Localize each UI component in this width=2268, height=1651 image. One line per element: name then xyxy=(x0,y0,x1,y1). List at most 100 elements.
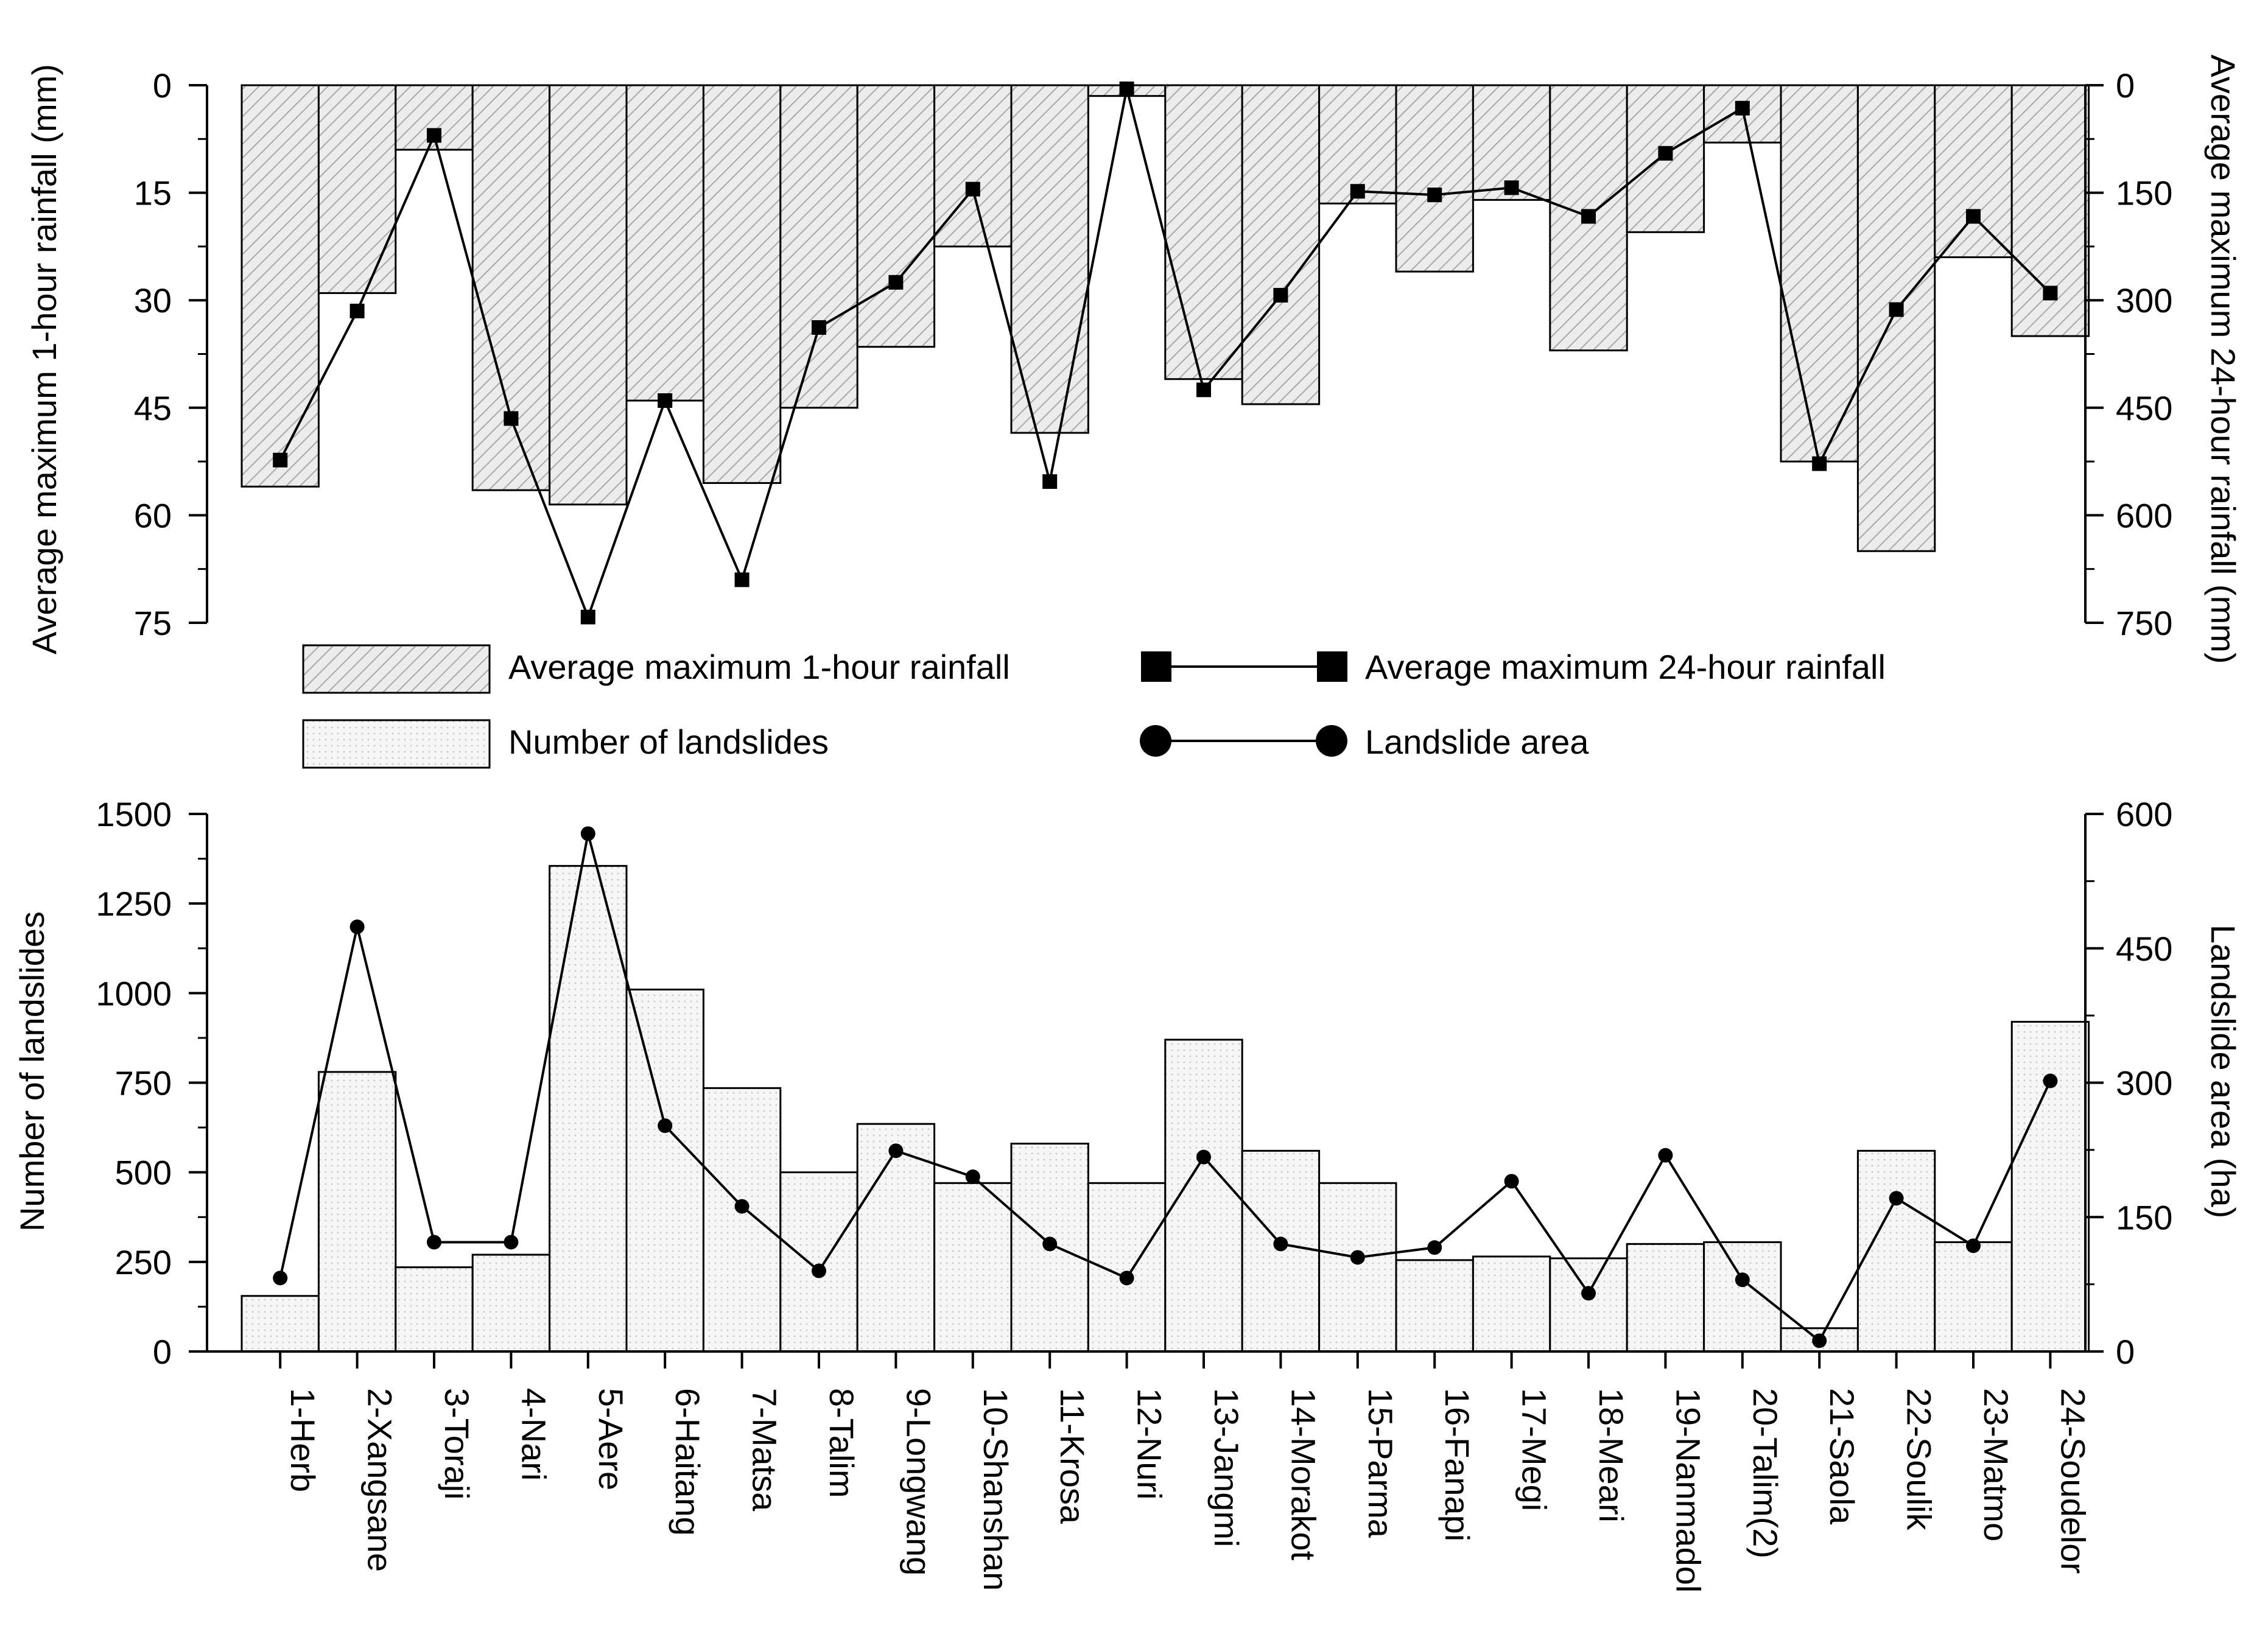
rainfall-right-tick-label: 750 xyxy=(2116,604,2172,642)
marker-24h-rainfall-9-longwang xyxy=(888,275,904,290)
category-label-22-soulik: 22-Soulik xyxy=(1900,1388,1939,1530)
marker-24h-rainfall-23-matmo xyxy=(1966,209,1981,224)
landslide-count-tick-label: 500 xyxy=(115,1154,172,1192)
marker-24h-rainfall-14-morakot xyxy=(1273,287,1288,303)
rainfall-right-tick-label: 600 xyxy=(2116,496,2172,535)
rainfall-left-tick-label: 0 xyxy=(153,66,172,105)
bar-landslide-count-24-soudelor xyxy=(2010,1020,2090,1353)
category-label-15-parma: 15-Parma xyxy=(1361,1388,1400,1538)
bar-landslide-count-17-megi xyxy=(1472,1255,1551,1353)
category-label-17-megi: 17-Megi xyxy=(1515,1388,1554,1511)
marker-24h-rainfall-8-talim xyxy=(812,320,826,335)
marker-24h-rainfall-17-megi xyxy=(1504,180,1519,195)
landslide-count-tick-label: 1000 xyxy=(96,974,172,1012)
line-landslide-area xyxy=(279,833,2052,1343)
bar-1h-rainfall-1-herb xyxy=(240,84,320,488)
bar-landslide-count-1-herb xyxy=(240,1295,320,1353)
bar-landslide-count-7-matsa xyxy=(702,1087,782,1353)
category-label-2-xangsane: 2-Xangsane xyxy=(361,1388,399,1572)
legend-item-landslide-area: Landslide area xyxy=(1140,723,1589,761)
marker-landslide-area-3-toraji xyxy=(427,1235,441,1250)
marker-24h-rainfall-3-toraji xyxy=(427,128,441,143)
marker-24h-rainfall-4-nari xyxy=(504,411,519,426)
landslide-count-tick-label: 1500 xyxy=(96,795,172,833)
legend-label-24h-rainfall: Average maximum 24-hour rainfall xyxy=(1365,648,1886,686)
category-label-10-shanshan: 10-Shanshan xyxy=(977,1388,1015,1591)
rainfall-right-tick-label: 150 xyxy=(2116,174,2172,212)
marker-landslide-area-11-krosa xyxy=(1042,1236,1058,1252)
marker-landslide-area-22-soulik xyxy=(1889,1191,1904,1206)
marker-landslide-area-8-talim xyxy=(812,1263,826,1278)
bar-landslide-count-4-nari xyxy=(471,1253,551,1353)
rainfall-right-tick-label: 450 xyxy=(2116,389,2172,427)
marker-24h-rainfall-24-soudelor xyxy=(2043,286,2058,301)
bar-landslide-count-6-haitang xyxy=(625,988,704,1353)
landslide-count-tick-label: 250 xyxy=(115,1243,172,1281)
bar-landslide-count-18-meari xyxy=(1549,1257,1628,1353)
category-label-19-nanmadol: 19-Nanmadol xyxy=(1669,1388,1707,1593)
marker-landslide-area-21-saola xyxy=(1812,1333,1827,1348)
marker-landslide-area-24-soudelor xyxy=(2043,1073,2058,1088)
bar-landslide-count-3-toraji xyxy=(395,1266,474,1353)
landslide-count-tick-label: 750 xyxy=(115,1064,172,1102)
rainfall-right-tick-label: 300 xyxy=(2116,281,2172,320)
marker-24h-rainfall-11-krosa xyxy=(1042,474,1058,489)
marker-landslide-area-12-nuri xyxy=(1119,1271,1134,1286)
bar-landslide-count-19-nanmadol xyxy=(1626,1243,1705,1353)
legend-square-marker xyxy=(1141,651,1171,682)
legend-square-marker xyxy=(1317,651,1347,682)
bar-1h-rainfall-4-nari xyxy=(471,84,551,491)
legend-item-1h-rainfall: Average maximum 1-hour rainfall xyxy=(302,644,1010,694)
category-label-8-talim: 8-Talim xyxy=(823,1388,861,1498)
bar-landslide-count-10-shanshan xyxy=(933,1182,1013,1353)
bar-1h-rainfall-9-longwang xyxy=(856,84,936,348)
bar-1h-rainfall-7-matsa xyxy=(702,84,782,484)
marker-24h-rainfall-19-nanmadol xyxy=(1658,145,1673,161)
marker-landslide-area-5-aere xyxy=(580,826,595,841)
bar-landslide-count-22-soulik xyxy=(1856,1149,1936,1353)
category-label-20-talim-2-: 20-Talim(2) xyxy=(1746,1388,1785,1558)
bar-landslide-count-15-parma xyxy=(1318,1182,1397,1353)
category-label-5-aere: 5-Aere xyxy=(592,1388,630,1490)
bar-1h-rainfall-5-aere xyxy=(549,84,628,506)
category-label-1-herb: 1-Herb xyxy=(284,1388,322,1492)
category-label-18-meari: 18-Meari xyxy=(1592,1388,1631,1523)
marker-landslide-area-17-megi xyxy=(1504,1174,1519,1189)
legend-hatched-bar-swatch xyxy=(302,644,491,694)
landslide-count-tick-label: 1250 xyxy=(96,885,172,923)
marker-24h-rainfall-7-matsa xyxy=(734,572,750,587)
landslide-area-tick-label: 300 xyxy=(2116,1064,2172,1102)
marker-24h-rainfall-12-nuri xyxy=(1119,81,1134,96)
marker-24h-rainfall-22-soulik xyxy=(1889,302,1904,317)
bar-landslide-count-23-matmo xyxy=(1934,1241,2013,1353)
marker-landslide-area-15-parma xyxy=(1350,1250,1365,1265)
bar-1h-rainfall-15-parma xyxy=(1318,84,1397,205)
category-label-4-nari: 4-Nari xyxy=(514,1388,553,1481)
category-label-3-toraji: 3-Toraji xyxy=(438,1388,476,1500)
bar-1h-rainfall-8-talim xyxy=(779,84,858,409)
marker-24h-rainfall-10-shanshan xyxy=(965,181,980,197)
category-label-6-haitang: 6-Haitang xyxy=(669,1388,707,1536)
rainfall-left-tick-label: 15 xyxy=(134,174,172,212)
marker-landslide-area-14-morakot xyxy=(1273,1236,1288,1252)
marker-24h-rainfall-1-herb xyxy=(273,452,288,468)
legend-item-landslide-count: Number of landslides xyxy=(302,719,829,769)
category-label-14-morakot: 14-Morakot xyxy=(1284,1388,1322,1561)
landslide-panel: 0 250 500 750 1000 1250 1500 0 150 300 450 600 Numb… xyxy=(13,795,2242,1371)
rainfall-right-axis-label: Average maximum 24-hour rainfall (mm) xyxy=(2204,54,2242,664)
marker-landslide-area-18-meari xyxy=(1581,1286,1596,1301)
marker-24h-rainfall-18-meari xyxy=(1581,209,1596,224)
legend-label-landslide-area: Landslide area xyxy=(1365,723,1589,761)
rainfall-left-tick-label: 45 xyxy=(134,389,172,427)
rainfall-right-tick-label: 0 xyxy=(2116,66,2135,105)
bar-1h-rainfall-2-xangsane xyxy=(317,84,397,294)
bar-1h-rainfall-22-soulik xyxy=(1856,84,1936,552)
landslide-area-tick-label: 0 xyxy=(2116,1333,2135,1371)
legend-label-1h-rainfall: Average maximum 1-hour rainfall xyxy=(508,648,1010,686)
legend-circle-marker xyxy=(1316,725,1347,757)
bar-1h-rainfall-13-jangmi xyxy=(1164,84,1243,380)
marker-24h-rainfall-13-jangmi xyxy=(1196,382,1211,398)
rainfall-left-axis-label: Average maximum 1-hour rainfall (mm) xyxy=(25,64,63,654)
